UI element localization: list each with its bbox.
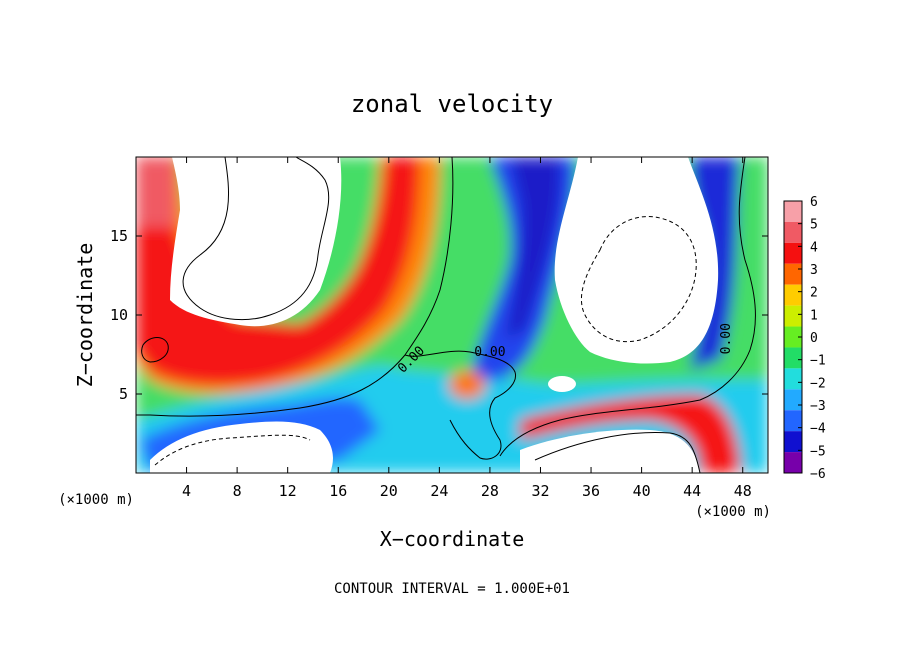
- x-tick-label: 20: [380, 482, 398, 500]
- x-tick-label: 28: [481, 482, 499, 500]
- contour-label: 0.00: [474, 345, 505, 360]
- x-tick-label: 8: [233, 482, 242, 500]
- colorbar-swatch: [784, 326, 802, 348]
- colorbar-swatch: [784, 410, 802, 432]
- blank-region-lower-right: [520, 429, 700, 473]
- x-tick-label: 32: [531, 482, 549, 500]
- x-tick-label: 24: [430, 482, 448, 500]
- colorbar-label: 1: [810, 308, 818, 323]
- plot-area: 0.00 0.00 0.00: [135, 156, 769, 474]
- y-tick-label: 15: [110, 227, 128, 245]
- field-warm-blob: [449, 371, 485, 399]
- colorbar-swatch: [784, 347, 802, 369]
- contour-label: 0.00: [719, 323, 734, 354]
- velocity-field: 0.00 0.00 0.00: [136, 157, 768, 473]
- colorbar-label: 5: [810, 218, 818, 233]
- colorbar-swatch: [784, 452, 802, 473]
- y-axis: 5 10 15: [110, 227, 768, 403]
- chart-title: zonal velocity: [351, 90, 553, 118]
- blank-region-lower-left: [150, 421, 333, 473]
- colorbar-swatch: [784, 368, 802, 390]
- colorbar-label: 6: [810, 195, 818, 210]
- x-tick-label: 12: [279, 482, 297, 500]
- colorbar-swatch: [784, 242, 802, 264]
- contour-lines: [136, 157, 756, 473]
- x-tick-label: 44: [683, 482, 701, 500]
- colorbar-label: 3: [810, 263, 818, 278]
- y-tick-label: 10: [110, 306, 128, 324]
- y-axis-label: Z−coordinate: [73, 243, 97, 388]
- x-tick-label: 4: [182, 482, 191, 500]
- y-tick-label: 5: [119, 385, 128, 403]
- colorbar-swatch: [784, 284, 802, 306]
- contour-left-loop: [141, 337, 169, 363]
- contour-interval-note: CONTOUR INTERVAL = 1.000E+01: [334, 581, 570, 597]
- contour-lower-right: [534, 432, 701, 473]
- blank-blob: [548, 376, 576, 392]
- x-tick-label: 40: [633, 482, 651, 500]
- x-tick-label: 36: [582, 482, 600, 500]
- colorbar-label: −1: [810, 354, 826, 369]
- x-axis-unit-right: (×1000 m): [695, 504, 771, 520]
- x-axis-unit-left: (×1000 m): [58, 492, 134, 508]
- dashed-contour-upper-right: [580, 216, 697, 343]
- colorbar-swatch: [784, 263, 802, 285]
- colorbar-swatch: [784, 431, 802, 453]
- contour-upper-left: [182, 157, 330, 321]
- colorbar-swatch: [784, 305, 802, 327]
- negative-contour-lines: [154, 216, 697, 466]
- colorbar-label: 0: [810, 331, 818, 346]
- colorbar-swatch: [784, 201, 802, 222]
- x-tick-label: 16: [329, 482, 347, 500]
- field-red-band: [136, 157, 420, 385]
- colorbar-swatch: [784, 221, 802, 243]
- field-dark-blue-column: [505, 157, 561, 340]
- blank-region-upper-right: [554, 157, 719, 364]
- dashed-contour-lower-left: [154, 434, 311, 466]
- blank-region-upper-left: [170, 157, 342, 327]
- colorbar-swatch: [784, 389, 802, 411]
- x-axis-label: X−coordinate: [380, 527, 525, 551]
- x-axis: 4 8 12 16 20 24 28 32 36 40 44 48: [182, 157, 752, 500]
- colorbar-label: −4: [810, 422, 826, 437]
- x-tick-label: 48: [734, 482, 752, 500]
- colorbar-label: −3: [810, 399, 826, 414]
- field-lower-red: [520, 395, 740, 473]
- colorbar-label: −6: [810, 467, 826, 482]
- colorbar-label: −2: [810, 376, 826, 391]
- field-left-warm: [136, 157, 176, 227]
- contour-zero-center: [404, 350, 517, 460]
- colorbar-label: 2: [810, 286, 818, 301]
- contour-zero-right: [499, 157, 756, 457]
- colorbar: 6 5 4 3 2 1 0 −1 −2 −3 −4 −5 −6: [783, 195, 826, 482]
- contour-zero-left: [136, 157, 454, 417]
- colorbar-label: 4: [810, 240, 818, 255]
- colorbar-label: −5: [810, 444, 826, 459]
